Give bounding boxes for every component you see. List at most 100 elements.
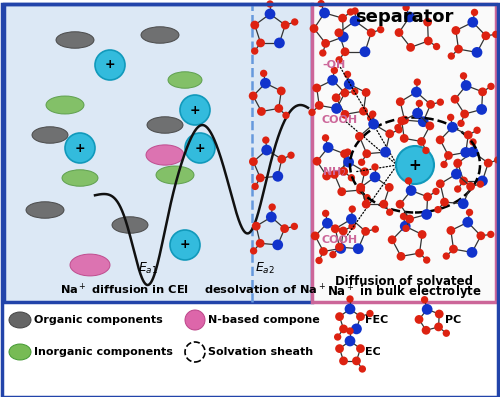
Point — [322, 40, 330, 46]
Point — [414, 110, 422, 116]
Point — [418, 138, 426, 145]
Text: +: + — [408, 158, 422, 173]
Point — [341, 111, 349, 118]
Point — [262, 137, 270, 143]
Point — [256, 240, 264, 247]
Point — [322, 173, 330, 179]
Point — [250, 48, 258, 54]
Point — [362, 228, 370, 235]
Point — [266, 11, 274, 17]
Circle shape — [180, 95, 210, 125]
Point — [322, 135, 330, 141]
Point — [494, 157, 500, 163]
Point — [444, 152, 452, 159]
Point — [360, 108, 368, 114]
Point — [478, 178, 486, 184]
Text: Diffusion of solvated: Diffusion of solvated — [335, 275, 473, 288]
Point — [340, 34, 347, 40]
Point — [464, 219, 472, 225]
Text: +: + — [104, 58, 116, 71]
Point — [406, 216, 413, 222]
Ellipse shape — [46, 96, 84, 114]
Point — [395, 29, 403, 36]
Point — [416, 250, 424, 256]
Point — [260, 70, 268, 77]
Point — [358, 366, 366, 372]
Text: Solvation sheath: Solvation sheath — [208, 347, 313, 357]
Point — [470, 9, 478, 15]
Point — [388, 237, 396, 243]
Point — [361, 48, 369, 55]
Point — [423, 306, 431, 312]
Point — [282, 112, 290, 119]
Point — [362, 201, 370, 207]
Point — [440, 199, 448, 205]
Point — [436, 99, 444, 105]
Point — [249, 93, 257, 99]
Point — [466, 209, 473, 216]
Point — [346, 338, 354, 344]
Point — [469, 149, 477, 155]
Circle shape — [396, 146, 434, 184]
Ellipse shape — [156, 166, 194, 184]
Point — [320, 10, 328, 16]
Point — [328, 77, 336, 83]
Point — [332, 94, 340, 101]
Point — [324, 145, 332, 151]
Text: $E_{a1}$: $E_{a1}$ — [138, 261, 158, 276]
Point — [454, 160, 462, 166]
Point — [313, 158, 321, 164]
Ellipse shape — [146, 145, 184, 165]
Point — [407, 187, 415, 194]
Point — [422, 257, 430, 263]
Point — [396, 201, 404, 207]
Point — [401, 223, 409, 229]
Point — [290, 223, 298, 229]
Text: +: + — [74, 141, 86, 154]
Point — [356, 345, 364, 352]
Text: COOH: COOH — [322, 115, 358, 125]
Point — [330, 67, 338, 73]
Ellipse shape — [56, 32, 94, 48]
Text: desolvation of Na$^+$: desolvation of Na$^+$ — [204, 282, 326, 297]
Point — [287, 152, 295, 158]
Point — [450, 246, 458, 252]
Point — [457, 120, 465, 127]
Point — [320, 248, 328, 254]
Ellipse shape — [168, 72, 202, 88]
Point — [268, 204, 276, 210]
Point — [348, 206, 356, 212]
Point — [313, 85, 321, 91]
Point — [345, 81, 353, 87]
Point — [462, 82, 470, 89]
Circle shape — [185, 310, 205, 330]
Point — [344, 159, 352, 165]
Text: NH$_2$: NH$_2$ — [322, 165, 346, 179]
Point — [340, 326, 347, 332]
Point — [416, 100, 424, 106]
Point — [414, 79, 422, 85]
Text: -OH: -OH — [322, 60, 345, 70]
Point — [435, 311, 443, 317]
Point — [484, 160, 492, 166]
Point — [317, 0, 325, 7]
Point — [351, 18, 359, 24]
Point — [434, 324, 442, 330]
Point — [370, 121, 378, 127]
Point — [335, 57, 343, 63]
Point — [368, 111, 376, 117]
Text: +: + — [190, 104, 200, 116]
Point — [434, 206, 442, 213]
Point — [422, 327, 430, 333]
Point — [315, 102, 323, 109]
Point — [386, 131, 394, 137]
Point — [356, 184, 364, 191]
Point — [346, 296, 354, 302]
Point — [454, 186, 462, 192]
Point — [346, 328, 354, 334]
Text: Inorganic components: Inorganic components — [34, 347, 173, 357]
Point — [473, 49, 481, 56]
Point — [422, 211, 430, 218]
Text: +: + — [180, 239, 190, 252]
Point — [424, 19, 432, 25]
